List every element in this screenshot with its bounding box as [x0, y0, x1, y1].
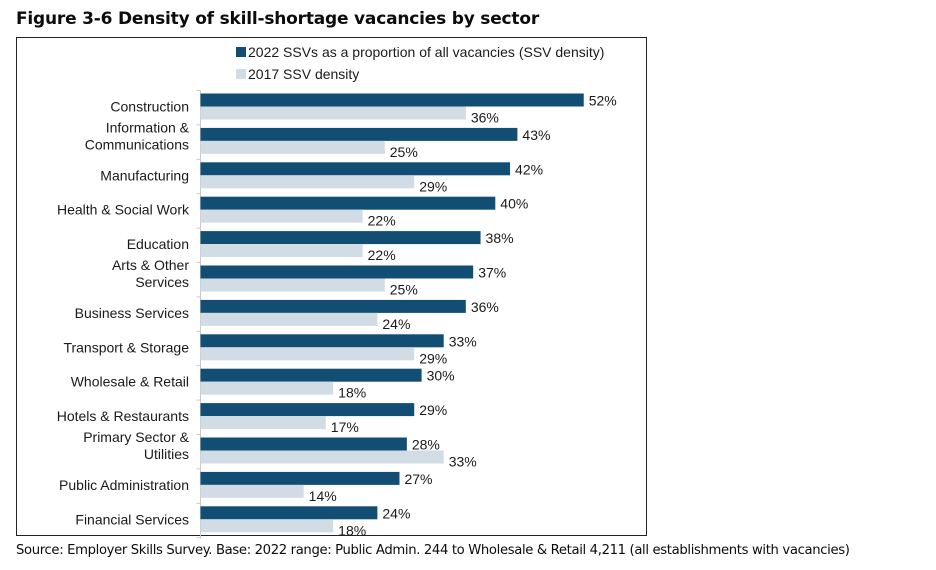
data-label: 30% [427, 368, 455, 384]
bar-2017 [200, 347, 415, 361]
bar-2022 [200, 93, 584, 107]
data-label: 36% [471, 110, 499, 126]
category-label: Hotels & Restaurants [57, 408, 189, 424]
data-label: 33% [449, 454, 477, 470]
category-label: Business Services [75, 305, 189, 321]
legend-swatch-0 [236, 47, 246, 57]
bar-2017 [200, 519, 334, 533]
legend-label-1: 2017 SSV density [248, 66, 359, 82]
data-label: 14% [309, 488, 337, 504]
data-label: 18% [338, 385, 366, 401]
category-label: Financial Services [75, 511, 189, 527]
data-label: 25% [390, 282, 418, 298]
category-label: Transport & Storage [63, 339, 189, 355]
bar-2022 [200, 231, 481, 245]
category-label: Manufacturing [100, 167, 189, 183]
bar-2017 [200, 209, 363, 223]
data-label: 24% [382, 316, 410, 332]
legend: 2022 SSVs as a proportion of all vacanci… [236, 44, 604, 82]
data-label: 22% [368, 247, 396, 263]
data-label: 22% [368, 213, 396, 229]
bar-2022 [200, 265, 474, 279]
data-label: 24% [382, 505, 410, 521]
category-label: Communications [85, 136, 189, 152]
category-label: Construction [110, 99, 189, 115]
data-label: 29% [419, 350, 447, 366]
data-label: 18% [338, 522, 366, 538]
bar-2022 [200, 196, 496, 210]
data-label: 29% [419, 178, 447, 194]
bar-2022 [200, 506, 378, 520]
source-note: Source: Employer Skills Survey. Base: 20… [16, 543, 850, 558]
category-label: Services [135, 274, 189, 290]
bar-2017 [200, 416, 326, 430]
bar-2017 [200, 381, 334, 395]
data-label: 27% [404, 471, 432, 487]
bar-2017 [200, 244, 363, 258]
bar-2022 [200, 403, 415, 417]
bar-2022 [200, 334, 444, 348]
data-label: 52% [589, 93, 617, 109]
category-label: Information & [106, 119, 190, 135]
data-label: 43% [522, 127, 550, 143]
bar-2017 [200, 312, 378, 326]
bar-2022 [200, 127, 518, 141]
bar-2022 [200, 437, 407, 451]
labels: 52% 36% Construction 43% 25% Information &Com… [57, 93, 617, 539]
data-label: 17% [331, 419, 359, 435]
bar-2017 [200, 278, 385, 292]
data-label: 25% [390, 144, 418, 160]
category-label: Utilities [144, 446, 189, 462]
category-label: Education [127, 236, 189, 252]
bar-2022 [200, 368, 422, 382]
chart-frame [16, 37, 647, 536]
category-label: Public Administration [59, 477, 189, 493]
data-label: 36% [471, 299, 499, 315]
data-label: 42% [515, 161, 543, 177]
figure-title: Figure 3-6 Density of skill-shortage vac… [16, 9, 540, 29]
category-label: Primary Sector & [83, 429, 189, 445]
bar-2022 [200, 162, 511, 176]
y-axis [196, 90, 201, 539]
category-label: Wholesale & Retail [71, 374, 189, 390]
bar-2022 [200, 299, 466, 313]
data-label: 40% [500, 196, 528, 212]
data-label: 38% [486, 230, 514, 246]
bars [200, 93, 584, 533]
bar-2017 [200, 484, 304, 498]
data-label: 29% [419, 402, 447, 418]
data-label: 28% [412, 437, 440, 453]
legend-label-0: 2022 SSVs as a proportion of all vacanci… [248, 44, 604, 60]
bar-2017 [200, 140, 385, 154]
bar-2022 [200, 471, 400, 485]
legend-swatch-1 [236, 69, 246, 79]
category-label: Arts & Other [112, 257, 189, 273]
bar-2017 [200, 106, 466, 120]
bar-2017 [200, 175, 415, 189]
category-label: Health & Social Work [57, 202, 190, 218]
data-label: 37% [478, 265, 506, 281]
data-label: 33% [449, 333, 477, 349]
bar-2017 [200, 450, 444, 464]
